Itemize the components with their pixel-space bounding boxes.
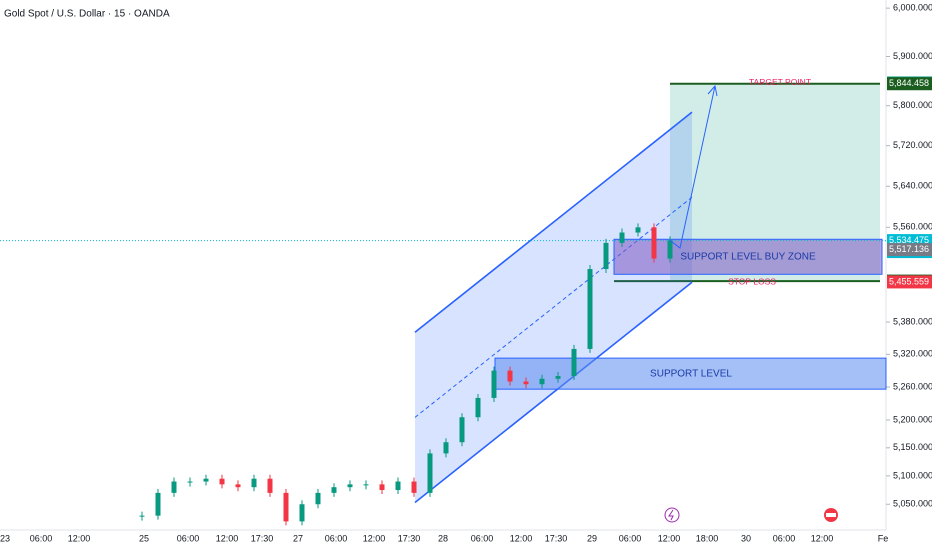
- candle: [443, 442, 449, 454]
- x-tick-label: 23: [0, 533, 10, 543]
- price-badge: [887, 243, 932, 257]
- x-tick-label: 06:00: [619, 533, 642, 543]
- candle: [139, 515, 145, 517]
- candle: [171, 481, 177, 493]
- y-tick-label: 5,200.000: [893, 414, 932, 424]
- price-badge-label: 5,534.475: [889, 235, 929, 245]
- y-tick-label: 5,560.000: [893, 222, 932, 232]
- candle: [331, 487, 337, 493]
- candle: [363, 484, 369, 486]
- candle: [651, 227, 657, 259]
- candle: [315, 492, 321, 505]
- y-tick-label: 5,100.000: [893, 470, 932, 480]
- x-tick-label: 25: [139, 533, 149, 543]
- channel-mid: [414, 196, 693, 418]
- x-tick-label: 12:00: [510, 533, 533, 543]
- event-icon-glyph: [668, 509, 674, 521]
- candle: [347, 484, 353, 488]
- y-tick-label: 5,900.000: [893, 51, 932, 61]
- x-tick-label: 12:00: [658, 533, 681, 543]
- x-tick-label: 06:00: [773, 533, 796, 543]
- x-tick-label: 30: [741, 533, 751, 543]
- x-tick-label: 18:00: [696, 533, 719, 543]
- y-tick-label: 5,380.000: [893, 316, 932, 326]
- y-tick-label: 5,720.000: [893, 140, 932, 150]
- channel-lower: [414, 281, 693, 504]
- x-tick-label: 29: [587, 533, 597, 543]
- target-label: TARGET POINT: [749, 77, 811, 87]
- candle: [587, 269, 593, 349]
- stop-label: STOP LOSS: [728, 276, 776, 286]
- support-zone: [494, 357, 887, 390]
- price-badge-label: 5,455.559: [889, 276, 929, 286]
- candle: [411, 481, 417, 493]
- candle: [603, 242, 609, 270]
- candle: [523, 381, 529, 385]
- candle: [555, 376, 561, 379]
- candle: [251, 478, 257, 488]
- y-tick-label: 5,800.000: [893, 100, 932, 110]
- candle: [619, 232, 625, 243]
- price-badge-label: 5,844.458: [889, 78, 929, 88]
- candle: [155, 492, 161, 516]
- candle: [299, 504, 305, 522]
- candle: [427, 453, 433, 493]
- support-zone: [613, 238, 883, 275]
- candle: [539, 378, 545, 385]
- projection-arrow: [669, 84, 718, 249]
- channel-upper: [414, 111, 693, 333]
- y-tick-label: 6,000.000: [893, 3, 932, 13]
- candle: [203, 478, 209, 482]
- x-tick-label: 06:00: [30, 533, 53, 543]
- candle: [491, 370, 497, 398]
- x-tick-label: 17:30: [545, 533, 568, 543]
- candle: [379, 484, 385, 491]
- event-icon[interactable]: [664, 507, 680, 523]
- x-tick-label: 17:30: [251, 533, 274, 543]
- candle: [267, 478, 273, 493]
- x-tick-label: Fe: [878, 533, 889, 543]
- x-tick-label: 12:00: [363, 533, 386, 543]
- x-tick-label: 06:00: [177, 533, 200, 543]
- candle: [187, 481, 193, 483]
- y-tick-label: 5,050.000: [893, 499, 932, 509]
- event-icon-glyph: [826, 513, 836, 517]
- candle: [475, 397, 481, 418]
- x-tick-label: 28: [438, 533, 448, 543]
- x-tick-label: 12:00: [811, 533, 834, 543]
- y-tick-label: 5,260.000: [893, 381, 932, 391]
- candle: [507, 370, 513, 382]
- candle: [219, 478, 225, 485]
- x-tick-label: 27: [293, 533, 303, 543]
- x-tick-label: 17:30: [398, 533, 421, 543]
- y-tick-label: 5,150.000: [893, 442, 932, 452]
- x-tick-label: 12:00: [68, 533, 91, 543]
- symbol-title: Gold Spot / U.S. Dollar · 15 · OANDA: [4, 9, 170, 20]
- candle: [235, 484, 241, 488]
- zone-label: SUPPORT LEVEL: [650, 368, 732, 379]
- candle: [635, 227, 641, 233]
- candle: [459, 417, 465, 443]
- candle: [667, 240, 673, 259]
- x-tick-label: 12:00: [216, 533, 239, 543]
- price-badge: [887, 77, 932, 91]
- y-tick-label: 5,640.000: [893, 181, 932, 191]
- x-tick-label: 06:00: [471, 533, 494, 543]
- candle: [395, 481, 401, 491]
- x-tick-label: 06:00: [325, 533, 348, 543]
- candle: [283, 492, 289, 522]
- price-badge-label: 5,517.136: [889, 244, 929, 254]
- candle: [571, 348, 577, 377]
- zone-label: SUPPORT LEVEL BUY ZONE: [680, 251, 816, 262]
- price-badge: [887, 275, 932, 289]
- y-tick-label: 5,320.000: [893, 349, 932, 359]
